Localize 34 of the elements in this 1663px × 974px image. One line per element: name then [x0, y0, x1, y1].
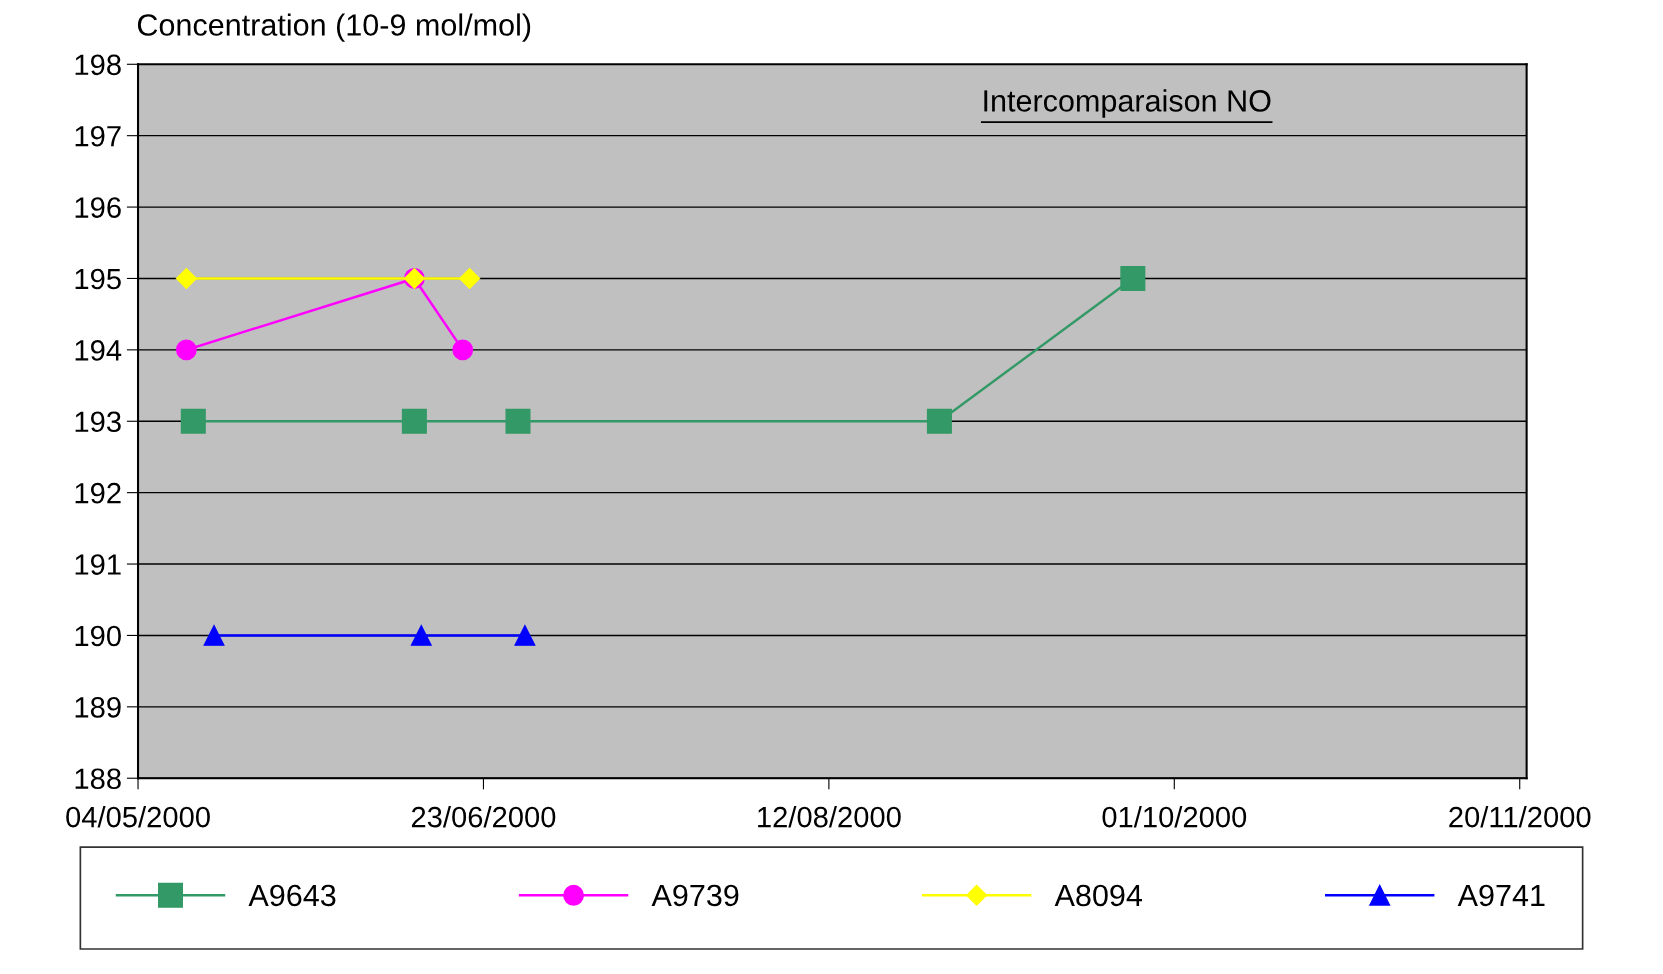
- x-tick-label: 12/08/2000: [758, 806, 901, 828]
- y-tick-label: 188: [75, 768, 121, 790]
- point: [175, 267, 197, 289]
- point: [926, 408, 952, 434]
- y-tick-label: 194: [75, 340, 122, 361]
- legend-label: A9741: [1457, 884, 1545, 907]
- y-tick-label: 198: [75, 54, 121, 76]
- point: [1120, 265, 1146, 291]
- text: Intercomparaison NO: [984, 89, 1271, 118]
- x-tick-label: 20/11/2000: [1449, 806, 1591, 828]
- y-tick-label: 193: [75, 411, 121, 433]
- y-tick-label: 195: [75, 268, 121, 290]
- y-tick-label: 190: [75, 625, 121, 647]
- point: [175, 339, 197, 361]
- y-tick-label: 189: [75, 697, 121, 718]
- y-tick-label: 191: [75, 554, 121, 575]
- point: [452, 339, 474, 361]
- x-tick-label: 04/05/2000: [66, 806, 210, 828]
- point: [459, 267, 481, 289]
- point: [203, 625, 225, 646]
- point: [505, 408, 531, 434]
- point: [401, 408, 427, 434]
- y-tick-label: 197: [75, 125, 121, 147]
- point: [180, 408, 206, 434]
- x-tick-label: 23/06/2000: [411, 806, 556, 828]
- legend-label: A9739: [651, 884, 739, 907]
- point: [410, 625, 432, 646]
- y-tick-label: 196: [75, 197, 121, 218]
- legend-label: A8094: [1054, 884, 1143, 907]
- legend-label: A9643: [248, 884, 336, 907]
- y-axis-title: Concentration (10-9 mol/mol): [137, 13, 531, 42]
- x-tick-label: 01/10/2000: [1102, 806, 1247, 828]
- y-tick-label: 192: [75, 482, 121, 504]
- point: [514, 625, 536, 646]
